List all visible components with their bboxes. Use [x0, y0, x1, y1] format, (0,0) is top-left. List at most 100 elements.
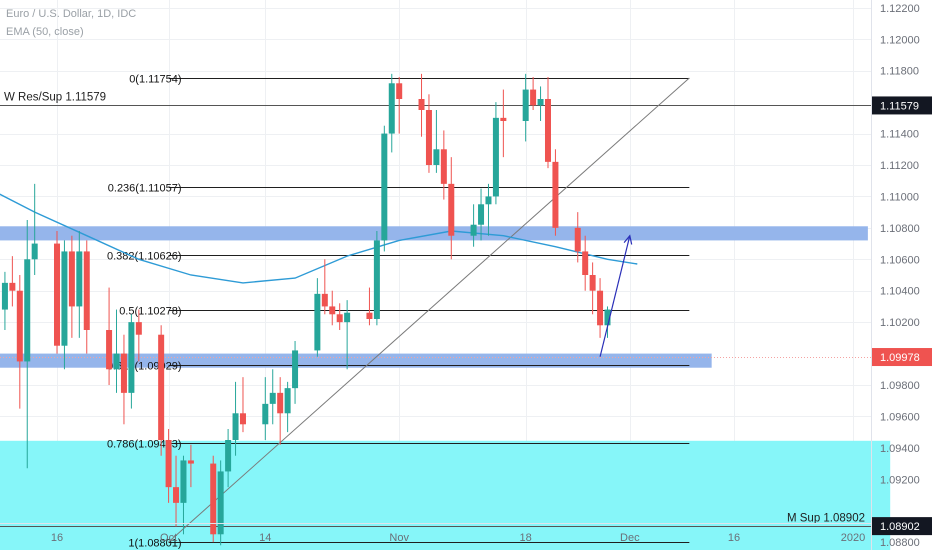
- price-badges: 1.11579 1.09978 1.08902: [872, 96, 932, 536]
- ema-50-line: [0, 193, 638, 284]
- candle-body: [262, 403, 269, 425]
- fib-level-label: 0.236(1.11057): [108, 183, 182, 195]
- candle-body: [388, 83, 395, 134]
- price-tick-label: 1.09800: [880, 380, 920, 392]
- time-tick-label: Oct: [160, 532, 177, 544]
- price-tick-label: 1.12000: [880, 34, 920, 46]
- price-tick-label: 1.11000: [880, 191, 919, 203]
- fib-level-label: 0.786(1.09433): [107, 439, 182, 451]
- price-tick-label: 1.11800: [880, 66, 919, 78]
- price-tick-label: 1.11200: [880, 160, 919, 172]
- candle-body: [582, 251, 589, 275]
- candle-body: [269, 392, 276, 404]
- candle-body: [61, 251, 68, 346]
- price-badge-label: 1.11579: [880, 100, 919, 112]
- candles: [1, 73, 611, 546]
- candle-body: [366, 312, 373, 319]
- candle-body: [239, 413, 246, 425]
- price-tick-label: 1.10200: [880, 317, 920, 329]
- candle-body: [604, 309, 611, 326]
- candle-body: [418, 99, 425, 110]
- candle-body: [440, 149, 447, 184]
- time-axis[interactable]: 16 Oct 14 Nov 18 Dec 16 2020: [51, 532, 865, 544]
- fib-level-label: 0.5(1.10278): [119, 306, 181, 318]
- candle-body: [180, 460, 187, 503]
- candle-body: [128, 322, 135, 393]
- candle-body: [396, 83, 403, 99]
- candle-body: [76, 251, 83, 307]
- fib-trendline: [168, 77, 690, 543]
- candle-body: [344, 312, 351, 323]
- price-tick-label: 1.10800: [880, 223, 920, 235]
- candle-body: [433, 149, 440, 165]
- price-badge: [872, 517, 932, 536]
- time-tick-label: 14: [259, 532, 271, 544]
- candle-body: [537, 99, 544, 106]
- candle-body: [522, 89, 529, 121]
- price-tick-label: 1.12200: [880, 3, 920, 15]
- candle-body: [425, 110, 432, 165]
- price-tick-label: 1.11400: [880, 129, 919, 141]
- price-tick-label: 1.09400: [880, 443, 920, 455]
- horizontal-lines: W Res/Sup 1.11579 M Sup 1.08902: [0, 92, 871, 527]
- candle-body: [329, 306, 336, 315]
- price-tick-label: 1.08800: [880, 537, 920, 549]
- candle-body: [16, 290, 23, 362]
- candle-body: [530, 89, 537, 106]
- candle-body: [277, 392, 284, 414]
- candle-body: [492, 117, 499, 197]
- candle-body: [597, 290, 604, 326]
- price-tick-label: 1.10600: [880, 254, 920, 266]
- time-tick-label: 16: [728, 532, 740, 544]
- fib-level-label: 1(1.08801): [128, 538, 181, 550]
- arrow-shaft: [599, 235, 631, 357]
- zone-monthly-support: [0, 440, 891, 550]
- candle-body: [106, 330, 113, 370]
- candle-body: [217, 471, 224, 535]
- trendline: [168, 77, 690, 543]
- time-tick-label: Dec: [620, 532, 640, 544]
- symbol-title: Euro / U.S. Dollar, 1D, IDC: [6, 8, 137, 20]
- candle-body: [373, 240, 380, 319]
- candle-body: [113, 353, 120, 370]
- zone-resistance: [0, 226, 868, 241]
- time-tick-label: 16: [51, 532, 63, 544]
- price-badge: [872, 96, 932, 115]
- price-badge-label: 1.09978: [880, 352, 920, 364]
- candle-body: [68, 251, 75, 307]
- candle-body: [187, 460, 194, 464]
- candle-body: [9, 282, 16, 291]
- candle-body: [210, 463, 217, 535]
- price-badge-label: 1.08902: [880, 521, 920, 533]
- candle-body: [485, 196, 492, 205]
- price-badge: [872, 348, 932, 367]
- fib-level-label: 0(1.11754): [129, 74, 181, 86]
- price-axis[interactable]: 1.12200 1.12000 1.11800 1.11400 1.11200 1.110…: [880, 3, 920, 549]
- candle-body: [1, 282, 8, 310]
- candle-body: [589, 275, 596, 291]
- price-tick-label: 1.09200: [880, 474, 920, 486]
- projection-arrow: [599, 234, 633, 357]
- candle-body: [381, 133, 388, 241]
- candle-body: [470, 224, 477, 236]
- candle-body: [165, 440, 172, 488]
- candle-body: [24, 259, 31, 362]
- zones: [0, 226, 891, 550]
- candle-body: [232, 413, 239, 440]
- candle-body: [54, 243, 60, 346]
- indicator-title: EMA (50, close): [6, 26, 84, 38]
- candle-body: [120, 353, 127, 393]
- candle-body: [314, 293, 321, 351]
- candle-body: [158, 334, 165, 440]
- price-tick-label: 1.10400: [880, 286, 920, 298]
- candle-body: [478, 204, 485, 225]
- arrow-head: [623, 234, 633, 245]
- price-tick-label: 1.09600: [880, 411, 920, 423]
- time-tick-label: 18: [520, 532, 532, 544]
- candle-body: [83, 251, 90, 330]
- candle-body: [448, 183, 455, 236]
- time-tick-label: Nov: [389, 532, 409, 544]
- ema-line: [0, 193, 638, 284]
- candle-body: [173, 487, 180, 503]
